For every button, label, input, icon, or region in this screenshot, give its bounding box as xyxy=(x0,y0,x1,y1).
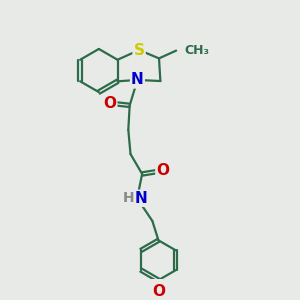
Text: O: O xyxy=(103,96,116,111)
Text: O: O xyxy=(152,284,165,299)
Text: N: N xyxy=(131,72,144,87)
Text: N: N xyxy=(135,191,148,206)
Text: S: S xyxy=(134,43,145,58)
Text: CH₃: CH₃ xyxy=(184,44,209,57)
Text: H: H xyxy=(122,191,134,205)
Text: O: O xyxy=(156,163,170,178)
